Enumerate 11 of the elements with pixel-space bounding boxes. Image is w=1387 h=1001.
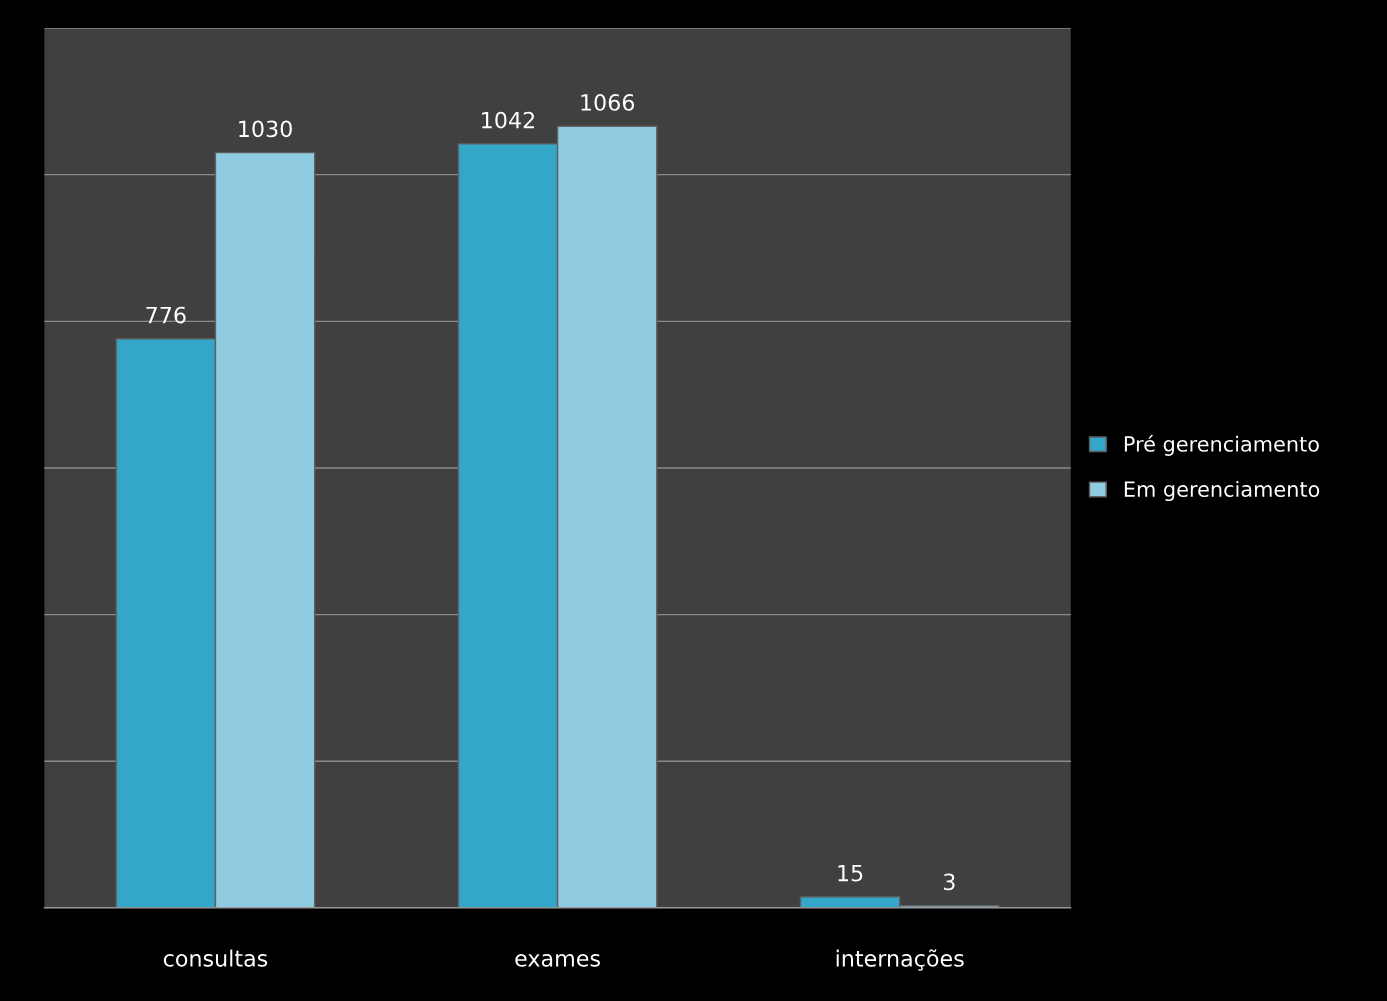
legend-label: Pré gerenciamento [1124,434,1319,456]
x-tick-label: exames [515,954,600,967]
legend-label: Em gerenciamento [1124,480,1320,502]
data-label: 1030 [239,120,292,138]
data-label: 3 [943,873,955,891]
data-label: 776 [146,306,186,324]
data-label: 15 [838,864,863,882]
x-tick-label: consultas [163,949,268,967]
x-tick-label: internações [836,949,964,971]
data-label: 1042 [482,111,535,129]
data-label: 1066 [581,94,635,111]
